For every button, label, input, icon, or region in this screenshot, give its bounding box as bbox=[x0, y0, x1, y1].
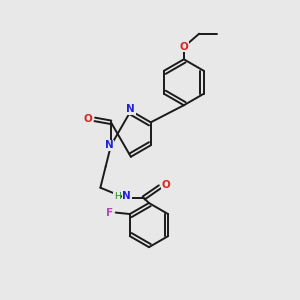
Text: N: N bbox=[127, 104, 135, 114]
Text: O: O bbox=[161, 180, 170, 190]
Text: O: O bbox=[84, 114, 93, 124]
Text: O: O bbox=[179, 42, 188, 52]
Text: H: H bbox=[114, 192, 121, 201]
Text: N: N bbox=[122, 190, 131, 201]
Text: N: N bbox=[105, 140, 114, 150]
Text: F: F bbox=[106, 208, 113, 218]
